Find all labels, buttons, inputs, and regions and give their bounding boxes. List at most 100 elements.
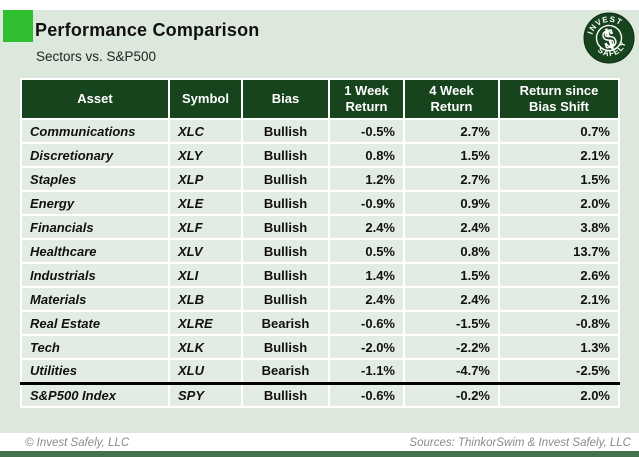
- week4-return-cell: 2.4%: [403, 214, 500, 240]
- asset-cell: Healthcare: [20, 238, 170, 264]
- bias-cell: Bullish: [241, 334, 330, 360]
- symbol-cell: XLB: [168, 286, 243, 312]
- week4-return-cell: -0.2%: [403, 381, 500, 408]
- page-title: Performance Comparison: [35, 20, 260, 40]
- return-since-shift-cell: 2.1%: [498, 142, 620, 168]
- table-row: Communications XLC Bullish -0.5% 2.7% 0.7%: [20, 118, 620, 144]
- return-since-shift-cell: -2.5%: [498, 358, 620, 384]
- symbol-cell: XLU: [168, 358, 243, 384]
- bias-cell: Bearish: [241, 358, 330, 384]
- return-since-shift-cell: -0.8%: [498, 310, 620, 336]
- return-since-shift-cell: 1.3%: [498, 334, 620, 360]
- table-row: Discretionary XLY Bullish 0.8% 1.5% 2.1%: [20, 142, 620, 168]
- column-header: Return since Bias Shift: [498, 78, 620, 120]
- asset-cell: Discretionary: [20, 142, 170, 168]
- column-header: Symbol: [168, 78, 243, 120]
- table-row: Financials XLF Bullish 2.4% 2.4% 3.8%: [20, 214, 620, 240]
- asset-cell: Financials: [20, 214, 170, 240]
- table-row: Utilities XLU Bearish -1.1% -4.7% -2.5%: [20, 358, 620, 384]
- symbol-cell: XLRE: [168, 310, 243, 336]
- week1-return-cell: -0.6%: [328, 310, 405, 336]
- bias-cell: Bullish: [241, 118, 330, 144]
- symbol-cell: XLV: [168, 238, 243, 264]
- asset-cell: Real Estate: [20, 310, 170, 336]
- week4-return-cell: 2.7%: [403, 166, 500, 192]
- performance-table: Asset Symbol Bias 1 Week Return 4 Week Retur…: [20, 78, 620, 408]
- week1-return-cell: 2.4%: [328, 286, 405, 312]
- table-row: Industrials XLI Bullish 1.4% 1.5% 2.6%: [20, 262, 620, 288]
- week4-return-cell: 1.5%: [403, 262, 500, 288]
- symbol-cell: SPY: [168, 381, 243, 408]
- table-row: Real Estate XLRE Bearish -0.6% -1.5% -0.8%: [20, 310, 620, 336]
- bias-cell: Bullish: [241, 190, 330, 216]
- return-since-shift-cell: 2.0%: [498, 190, 620, 216]
- week4-return-cell: 1.5%: [403, 142, 500, 168]
- footer-band: [0, 433, 639, 451]
- column-header: Bias: [241, 78, 330, 120]
- week4-return-cell: -4.7%: [403, 358, 500, 384]
- bias-cell: Bearish: [241, 310, 330, 336]
- return-since-shift-cell: 3.8%: [498, 214, 620, 240]
- symbol-cell: XLI: [168, 262, 243, 288]
- return-since-shift-cell: 2.1%: [498, 286, 620, 312]
- table-row: S&P500 Index SPY Bullish -0.6% -0.2% 2.0%: [20, 381, 620, 408]
- bias-cell: Bullish: [241, 214, 330, 240]
- copyright-text: © Invest Safely, LLC: [25, 437, 130, 449]
- symbol-cell: XLC: [168, 118, 243, 144]
- accent-square: [3, 10, 33, 42]
- sources-text: Sources: ThinkorSwim & Invest Safely, LL…: [409, 437, 631, 449]
- asset-cell: S&P500 Index: [20, 381, 170, 408]
- week1-return-cell: -2.0%: [328, 334, 405, 360]
- return-since-shift-cell: 2.6%: [498, 262, 620, 288]
- column-header: Asset: [20, 78, 170, 120]
- week4-return-cell: 2.4%: [403, 286, 500, 312]
- bias-cell: Bullish: [241, 381, 330, 408]
- invest-safely-logo-icon: INVEST SAFELY $: [583, 12, 635, 64]
- return-since-shift-cell: 13.7%: [498, 238, 620, 264]
- bias-cell: Bullish: [241, 142, 330, 168]
- table-row: Healthcare XLV Bullish 0.5% 0.8% 13.7%: [20, 238, 620, 264]
- table-row: Staples XLP Bullish 1.2% 2.7% 1.5%: [20, 166, 620, 192]
- table-row: Tech XLK Bullish -2.0% -2.2% 1.3%: [20, 334, 620, 360]
- column-header: 1 Week Return: [328, 78, 405, 120]
- week1-return-cell: -0.9%: [328, 190, 405, 216]
- asset-cell: Tech: [20, 334, 170, 360]
- bias-cell: Bullish: [241, 286, 330, 312]
- asset-cell: Materials: [20, 286, 170, 312]
- week1-return-cell: -0.6%: [328, 381, 405, 408]
- week4-return-cell: -2.2%: [403, 334, 500, 360]
- bias-cell: Bullish: [241, 166, 330, 192]
- week4-return-cell: 0.8%: [403, 238, 500, 264]
- bias-cell: Bullish: [241, 238, 330, 264]
- week1-return-cell: 2.4%: [328, 214, 405, 240]
- week4-return-cell: 2.7%: [403, 118, 500, 144]
- bias-cell: Bullish: [241, 262, 330, 288]
- symbol-cell: XLF: [168, 214, 243, 240]
- asset-cell: Utilities: [20, 358, 170, 384]
- symbol-cell: XLP: [168, 166, 243, 192]
- symbol-cell: XLK: [168, 334, 243, 360]
- report-background: Performance Comparison Sectors vs. S&P50…: [0, 10, 639, 433]
- page-subtitle: Sectors vs. S&P500: [36, 49, 157, 64]
- week1-return-cell: 1.4%: [328, 262, 405, 288]
- table-row: Materials XLB Bullish 2.4% 2.4% 2.1%: [20, 286, 620, 312]
- asset-cell: Industrials: [20, 262, 170, 288]
- asset-cell: Staples: [20, 166, 170, 192]
- bottom-accent-bar: [0, 451, 639, 457]
- return-since-shift-cell: 2.0%: [498, 381, 620, 408]
- week1-return-cell: 0.8%: [328, 142, 405, 168]
- week1-return-cell: -1.1%: [328, 358, 405, 384]
- symbol-cell: XLE: [168, 190, 243, 216]
- symbol-cell: XLY: [168, 142, 243, 168]
- week4-return-cell: 0.9%: [403, 190, 500, 216]
- return-since-shift-cell: 0.7%: [498, 118, 620, 144]
- return-since-shift-cell: 1.5%: [498, 166, 620, 192]
- week1-return-cell: 1.2%: [328, 166, 405, 192]
- week1-return-cell: -0.5%: [328, 118, 405, 144]
- week1-return-cell: 0.5%: [328, 238, 405, 264]
- asset-cell: Communications: [20, 118, 170, 144]
- column-header: 4 Week Return: [403, 78, 500, 120]
- table-row: Energy XLE Bullish -0.9% 0.9% 2.0%: [20, 190, 620, 216]
- table-header-row: Asset Symbol Bias 1 Week Return 4 Week Retur…: [20, 78, 620, 120]
- week4-return-cell: -1.5%: [403, 310, 500, 336]
